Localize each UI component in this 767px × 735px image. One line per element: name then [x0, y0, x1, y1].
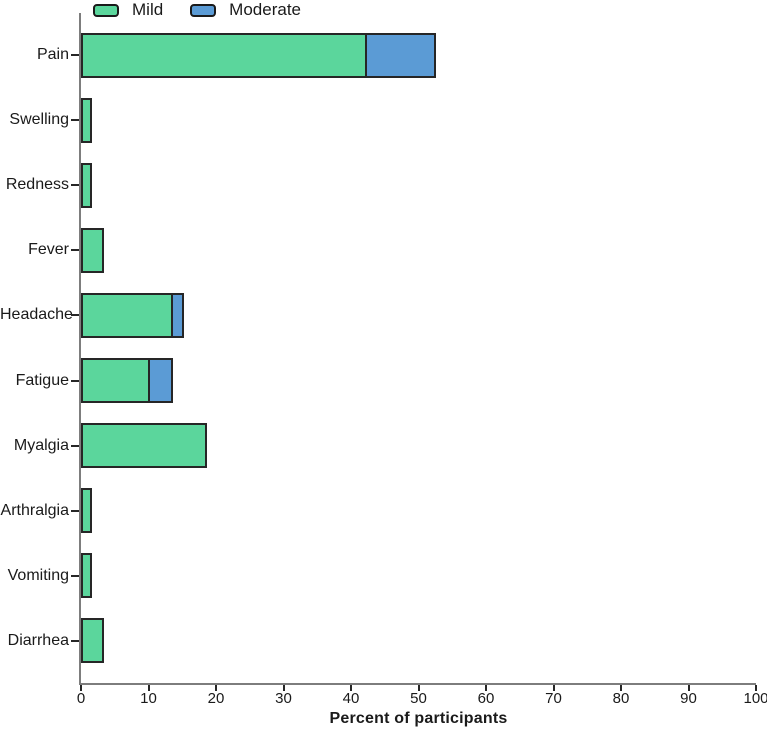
- x-tick-label-80: 80: [612, 690, 630, 707]
- x-tick-label-0: 0: [76, 690, 86, 707]
- y-tick-headache: [71, 314, 79, 317]
- legend-item-mild: Mild: [93, 0, 163, 20]
- bar-myalgia: [81, 423, 207, 468]
- x-tick-50: [417, 685, 420, 691]
- x-tick-20: [215, 685, 217, 691]
- x-tick-label-10: 10: [140, 690, 157, 707]
- x-tick-label-50: 50: [410, 690, 427, 707]
- legend-label-moderate: Moderate: [229, 0, 301, 19]
- y-tick-fever: [71, 249, 79, 252]
- y-tick-myalgia: [71, 444, 79, 447]
- y-tick-fatigue: [71, 379, 79, 382]
- bar-segment-diarrhea-mild: [81, 618, 104, 663]
- bar-redness: [81, 163, 93, 208]
- bar-segment-fatigue-mild: [81, 358, 150, 403]
- x-tick-label-90: 90: [680, 690, 697, 707]
- bar-vomiting: [81, 553, 93, 598]
- bar-segment-headache-moderate: [170, 293, 185, 338]
- bar-segment-pain-mild: [81, 33, 368, 78]
- legend-swatch-moderate-icon: [190, 3, 217, 17]
- x-tick-label-20: 20: [207, 690, 225, 707]
- bar-segment-redness-mild: [81, 163, 93, 208]
- category-label-headache: Headache: [0, 306, 73, 324]
- x-axis-title: Percent of participants: [329, 710, 508, 727]
- bar-segment-headache-mild: [81, 293, 173, 338]
- category-label-fatigue: Fatigue: [15, 371, 69, 389]
- x-tick-0: [80, 685, 82, 691]
- x-tick-40: [350, 685, 352, 691]
- bar-fatigue: [81, 358, 173, 403]
- x-tick-label-100: 100: [743, 690, 767, 707]
- y-tick-diarrhea: [71, 639, 79, 642]
- y-tick-vomiting: [71, 574, 79, 577]
- category-label-diarrhea: Diarrhea: [7, 631, 69, 649]
- category-label-fever: Fever: [28, 241, 69, 259]
- category-label-arthralgia: Arthralgia: [0, 501, 69, 519]
- category-label-vomiting: Vomiting: [7, 566, 69, 584]
- x-tick-80: [620, 685, 622, 691]
- legend-label-mild: Mild: [132, 0, 164, 19]
- bar-arthralgia: [81, 488, 93, 533]
- x-tick-label-60: 60: [477, 690, 495, 707]
- bar-segment-myalgia-mild: [81, 423, 207, 468]
- x-tick-10: [147, 685, 150, 691]
- category-label-myalgia: Myalgia: [13, 436, 69, 454]
- bar-segment-arthralgia-mild: [81, 488, 93, 533]
- legend-swatch-mild-icon: [93, 3, 119, 17]
- bar-segment-pain-moderate: [365, 33, 437, 78]
- y-tick-redness: [71, 184, 79, 187]
- bar-pain: [81, 33, 437, 78]
- category-label-redness: Redness: [5, 176, 69, 194]
- x-tick-60: [485, 685, 487, 691]
- y-tick-swelling: [71, 119, 79, 122]
- bar-segment-vomiting-mild: [81, 553, 93, 598]
- category-label-pain: Pain: [36, 46, 69, 63]
- bar-fever: [81, 228, 104, 273]
- plot-area: [79, 13, 756, 685]
- bar-diarrhea: [81, 618, 104, 663]
- x-tick-90: [687, 685, 690, 691]
- bar-headache: [81, 293, 185, 338]
- bar-segment-fatigue-moderate: [147, 358, 173, 403]
- x-tick-label-70: 70: [545, 690, 562, 707]
- x-tick-label-40: 40: [342, 690, 360, 707]
- bar-segment-fever-mild: [81, 228, 104, 273]
- bar-segment-swelling-mild: [81, 98, 93, 143]
- legend-item-moderate: Moderate: [190, 0, 301, 20]
- x-tick-70: [552, 685, 555, 691]
- x-tick-100: [755, 685, 757, 691]
- y-tick-arthralgia: [71, 509, 79, 512]
- y-tick-pain: [71, 54, 79, 56]
- legend: Mild Moderate: [93, 0, 301, 20]
- bar-swelling: [81, 98, 93, 143]
- x-tick-label-30: 30: [275, 690, 292, 707]
- category-label-swelling: Swelling: [9, 111, 69, 129]
- x-tick-30: [282, 685, 285, 691]
